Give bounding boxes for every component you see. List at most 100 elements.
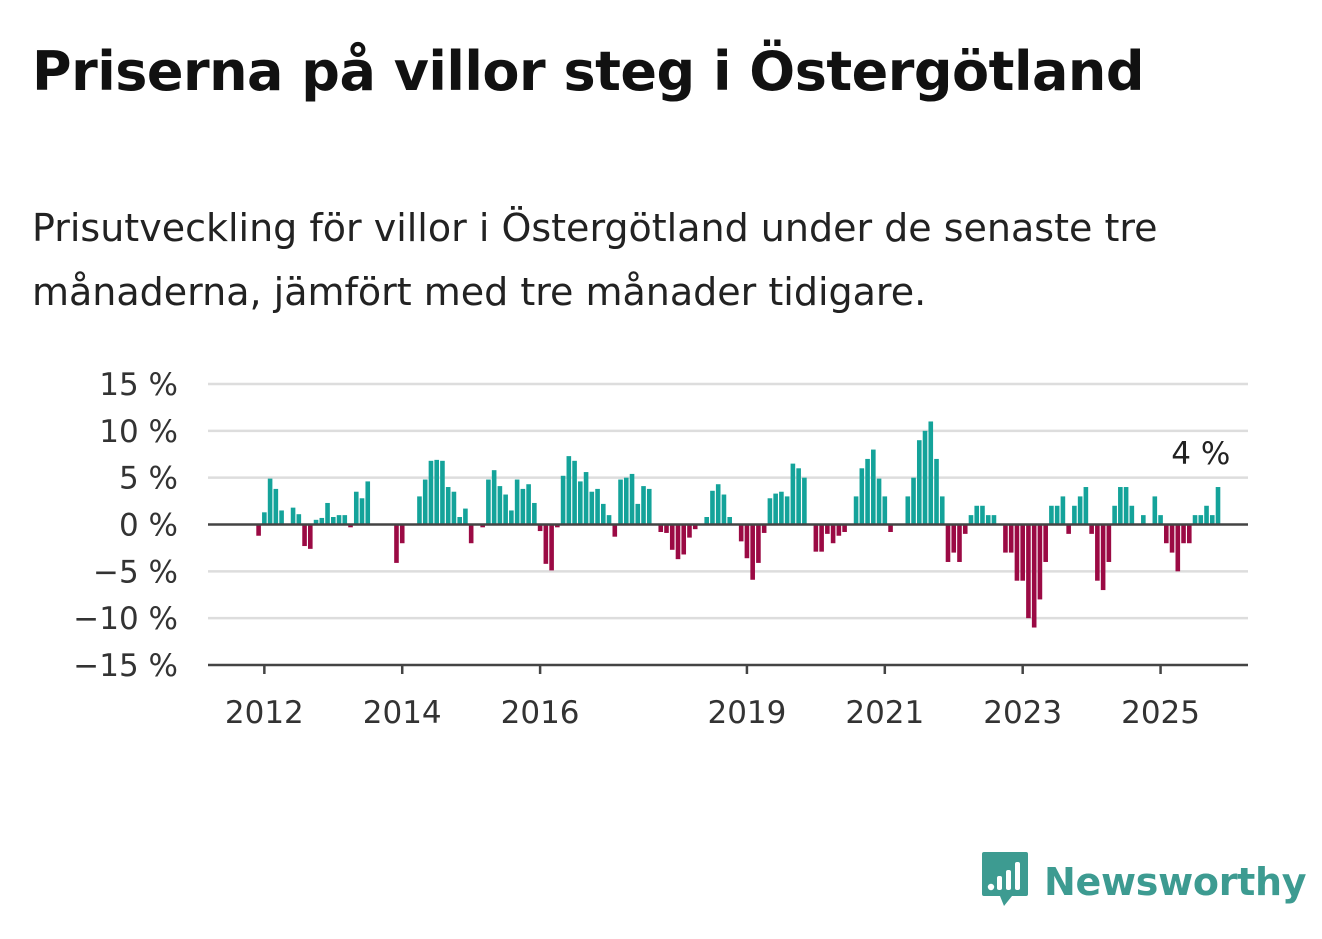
- bar: [434, 459, 439, 525]
- bar: [526, 484, 531, 525]
- bar: [463, 508, 468, 525]
- bar: [262, 512, 267, 525]
- bar: [273, 488, 279, 525]
- bar: [756, 524, 761, 563]
- bar: [509, 510, 514, 525]
- bar: [1129, 505, 1135, 525]
- bar: [710, 490, 715, 525]
- bar: [1054, 505, 1060, 525]
- bar: [928, 421, 934, 525]
- latest-value-label: 4 %: [1171, 436, 1230, 472]
- bar: [1095, 524, 1100, 581]
- bar: [618, 479, 623, 525]
- bar: [623, 477, 629, 525]
- bar: [916, 440, 922, 525]
- bar: [1089, 524, 1094, 534]
- bar: [980, 505, 985, 525]
- bar: [353, 491, 359, 525]
- bar: [715, 484, 721, 525]
- bar: [583, 472, 589, 525]
- bar: [560, 475, 566, 525]
- bar: [934, 458, 939, 525]
- bar: [468, 524, 474, 544]
- bar: [1204, 505, 1209, 525]
- bar: [738, 524, 744, 542]
- y-tick-label: 5 %: [119, 461, 178, 497]
- bar: [641, 486, 646, 525]
- bar: [486, 479, 491, 525]
- bar: [721, 494, 727, 525]
- bar: [945, 524, 951, 562]
- bar: [428, 460, 434, 525]
- bar: [319, 517, 325, 525]
- y-tick-label: −15 %: [73, 648, 178, 684]
- bar: [1008, 524, 1014, 553]
- bar: [256, 524, 261, 536]
- y-tick-label: −10 %: [73, 601, 178, 637]
- bar: [595, 488, 600, 525]
- bar: [1112, 505, 1117, 525]
- bar: [888, 524, 893, 532]
- bar: [532, 502, 537, 525]
- bar: [1141, 515, 1146, 525]
- bar: [543, 524, 549, 564]
- bar: [1066, 524, 1071, 534]
- bar: [681, 524, 687, 555]
- bar: [445, 487, 451, 525]
- bar: [451, 491, 457, 525]
- bar: [761, 524, 767, 533]
- bar: [779, 491, 784, 525]
- bar: [1083, 487, 1089, 525]
- bar: [939, 496, 945, 525]
- x-tick-label: 2023: [983, 695, 1062, 731]
- bar: [842, 524, 847, 532]
- bar: [572, 460, 577, 525]
- brand-name: Newsworthy: [1044, 860, 1307, 904]
- bar: [422, 479, 428, 525]
- bar: [836, 524, 842, 536]
- bar: [1164, 524, 1169, 544]
- bar: [830, 524, 836, 544]
- bar: [876, 478, 882, 525]
- bar: [417, 496, 422, 525]
- bar-series: [256, 421, 1221, 628]
- bar: [704, 517, 710, 525]
- axes: [208, 523, 1248, 667]
- bar: [491, 470, 497, 525]
- bar: [1169, 524, 1175, 553]
- bar: [968, 515, 974, 525]
- bar: [1106, 524, 1112, 562]
- bar: [974, 505, 980, 525]
- bar: [905, 496, 911, 525]
- bar: [612, 524, 618, 537]
- bar: [687, 524, 692, 538]
- bar-chart-speech-icon: [980, 850, 1030, 914]
- bar: [951, 524, 957, 553]
- bar: [399, 524, 405, 544]
- bar: [750, 524, 755, 580]
- bar: [813, 524, 819, 552]
- bar: [601, 503, 606, 525]
- bar: [773, 493, 778, 525]
- bar: [1077, 496, 1083, 525]
- bar: [290, 507, 296, 525]
- bar: [606, 515, 612, 525]
- bar: [566, 456, 572, 525]
- bar: [922, 430, 928, 525]
- bar: [549, 524, 554, 571]
- bar: [871, 449, 876, 525]
- bar: [296, 514, 302, 525]
- bar: [365, 481, 371, 525]
- bar: [825, 524, 830, 534]
- bar-chart: 15 %10 %5 %0 %−5 %−10 %−15 % 2012 2014 201…: [73, 367, 1248, 731]
- bar: [325, 502, 330, 525]
- bar: [1186, 524, 1192, 544]
- bar: [859, 468, 865, 525]
- bar: [359, 498, 365, 525]
- bar: [589, 491, 595, 525]
- bar: [784, 496, 790, 525]
- bar: [440, 460, 445, 525]
- bar: [330, 517, 336, 525]
- bar: [1181, 524, 1186, 544]
- bar: [503, 494, 508, 525]
